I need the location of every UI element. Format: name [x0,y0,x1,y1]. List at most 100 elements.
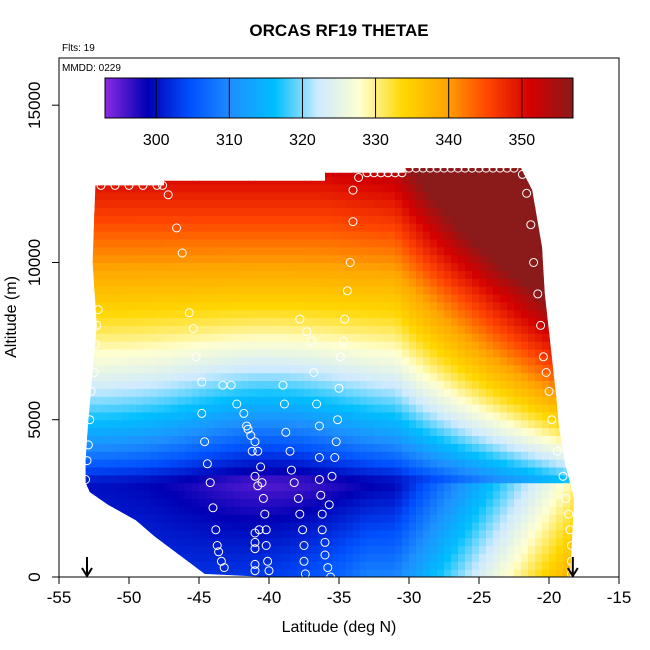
field-cell [542,286,550,295]
field-cell [556,238,564,248]
field-cell [577,373,585,381]
field-cell [157,246,165,256]
field-cell [521,317,529,326]
field-cell [213,191,221,201]
field-cell [542,207,550,216]
field-cell [444,388,452,397]
field-cell [248,348,256,358]
field-cell [276,435,284,444]
field-cell [255,254,263,264]
field-cell [570,262,575,271]
field-cell [164,521,172,531]
field-cell [101,215,109,224]
field-cell [332,545,340,555]
field-cell [577,357,585,365]
field-cell [241,309,249,319]
field-cell [227,388,235,397]
field-cell [563,569,571,577]
field-cell [430,278,438,287]
field-cell [479,514,487,523]
field-cell [535,490,543,499]
field-cell [122,545,130,555]
field-cell [549,317,557,326]
field-cell [283,286,291,295]
field-cell [500,215,508,224]
field-cell [535,466,543,476]
field-cell [171,238,179,248]
field-cell [395,254,403,264]
field-cell [136,364,144,374]
field-cell [486,380,494,389]
field-cell [213,553,221,562]
field-cell [85,529,88,539]
field-cell [101,207,109,216]
field-cell [486,427,494,437]
field-cell [486,238,494,248]
field-cell [157,443,165,452]
field-cell [549,521,557,531]
field-cell [150,545,158,555]
field-cell [430,341,438,350]
field-cell [535,435,543,444]
field-cell [549,238,557,248]
field-cell [276,348,284,358]
field-cell [199,372,207,382]
field-cell [325,364,333,374]
field-cell [150,364,158,374]
field-cell [283,215,291,224]
field-cell [416,175,424,185]
field-cell [234,215,242,224]
field-cell [178,317,186,326]
field-cell [332,372,340,382]
field-cell [430,380,438,389]
field-cell [437,514,445,523]
field-cell [430,529,438,539]
field-cell [325,529,333,539]
field-cell [185,309,193,319]
field-cell [297,231,305,240]
field-cell [241,183,249,193]
field-cell [262,451,270,460]
field-cell [157,168,165,169]
field-cell [514,183,522,193]
field-cell [297,427,305,437]
field-cell [304,333,312,342]
track-point [327,471,337,481]
field-cell [514,215,522,224]
field-cell [493,168,501,177]
field-cell [276,490,284,499]
field-cell [143,207,151,216]
field-cell [346,238,354,248]
field-cell [465,427,473,437]
field-cell [234,482,242,492]
field-cell [276,427,284,437]
field-cell [101,199,109,209]
field-cell [381,175,389,185]
field-cell [549,466,557,476]
field-cell [437,325,445,334]
field-cell [444,278,452,287]
field-cell [423,175,431,185]
track-point [205,478,215,488]
field-cell [248,482,256,492]
field-cell [269,459,277,468]
field-cell [143,199,151,209]
field-cell [409,514,417,523]
field-cell [500,380,508,389]
field-cell [500,175,508,185]
field-cell [521,262,529,271]
field-cell [409,411,417,421]
field-cell [556,223,564,232]
field-cell [255,286,263,295]
field-cell [87,191,95,201]
field-cell [276,482,284,492]
field-cell [136,569,144,577]
field-cell [122,152,130,160]
field-cell [493,199,501,209]
field-cell [276,262,284,271]
field-cell [556,199,564,209]
field-cell [283,175,291,185]
field-cell [150,317,158,326]
field-cell [94,168,102,177]
track-point [467,163,477,173]
